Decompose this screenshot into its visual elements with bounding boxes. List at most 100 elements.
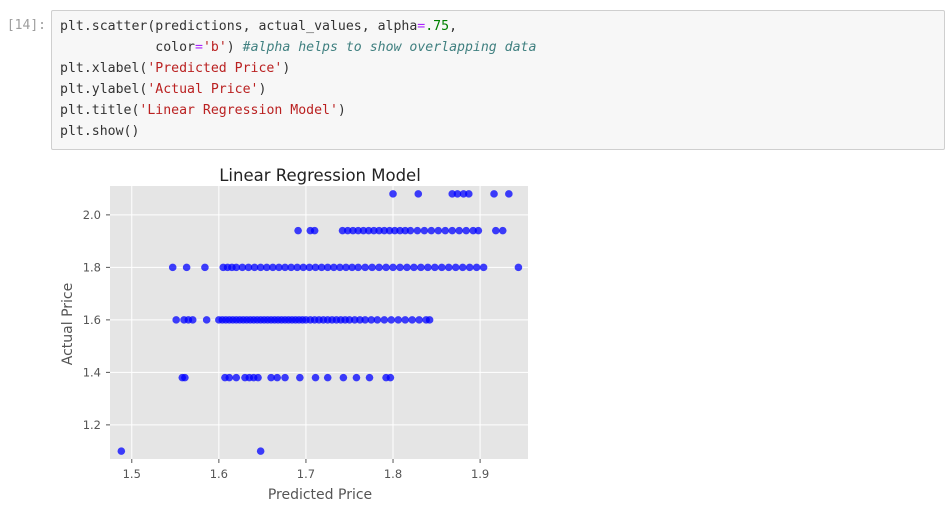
y-tick-label: 1.6 (83, 313, 101, 327)
cell-prompt: [14]: (6, 18, 46, 33)
axis-ticks: 1.5 1.6 1.7 1.8 1.9 1.2 1.4 1.6 1.8 2.0 (83, 208, 490, 481)
x-tick-label: 1.8 (384, 467, 402, 481)
y-tick-label: 1.4 (83, 365, 101, 379)
data-point (275, 263, 283, 272)
data-point (350, 316, 359, 324)
data-point (269, 263, 277, 272)
data-point (389, 190, 397, 198)
data-point (431, 263, 439, 272)
data-point (375, 263, 383, 272)
data-point (389, 263, 397, 272)
data-point (299, 263, 308, 272)
code-line-1: plt.scatter(predictions, actual_values, … (60, 19, 457, 34)
code-cell[interactable]: plt.scatter(predictions, actual_values, … (51, 10, 945, 150)
data-point (250, 263, 259, 272)
data-point (352, 373, 361, 382)
data-point (296, 373, 304, 382)
data-point (453, 190, 462, 198)
data-point (343, 226, 352, 235)
data-point (225, 373, 234, 382)
data-point (474, 226, 483, 235)
data-point (181, 373, 189, 382)
data-point (514, 263, 523, 272)
data-point (455, 226, 464, 235)
data-point (370, 226, 378, 235)
data-point (403, 263, 411, 272)
data-point (339, 373, 348, 382)
data-point (168, 263, 177, 272)
data-point (287, 263, 295, 272)
data-point (434, 226, 443, 235)
data-point (232, 263, 241, 272)
data-point (273, 373, 282, 382)
code-token: 'Predicted Price' (147, 61, 283, 76)
code-line-6: plt.show() (60, 124, 139, 139)
code-token: = (417, 19, 426, 34)
x-axis-label: Predicted Price (268, 487, 372, 503)
data-point (294, 226, 302, 235)
data-point (345, 316, 354, 324)
data-point (182, 263, 191, 272)
data-point (172, 316, 180, 324)
data-point (396, 263, 404, 272)
x-tick-label: 1.7 (297, 467, 315, 481)
data-point (305, 263, 314, 272)
code-token: plt.scatter(predictions, actual_values, … (60, 19, 418, 34)
data-point (188, 316, 197, 324)
data-point (354, 226, 362, 235)
data-point (401, 226, 410, 235)
data-point (348, 263, 356, 272)
data-point (238, 263, 247, 272)
data-point (361, 263, 369, 272)
data-point (293, 263, 302, 272)
x-tick-label: 1.9 (471, 467, 489, 481)
code-token: ) (258, 82, 267, 97)
data-point (361, 316, 369, 324)
code-editor[interactable]: plt.scatter(predictions, actual_values, … (60, 16, 536, 142)
y-axis-label: Actual Price (60, 283, 76, 365)
code-token: 'Actual Price' (147, 82, 259, 97)
y-tick-label: 1.2 (83, 418, 101, 432)
data-point (323, 373, 332, 382)
data-point (256, 263, 265, 272)
data-point (311, 373, 320, 382)
data-point (451, 263, 460, 272)
data-point (406, 226, 415, 235)
code-token: plt.title( (60, 103, 140, 118)
code-comment: #alpha helps to show overlapping data (242, 40, 537, 55)
code-line-5: plt.title('Linear Regression Model') (60, 103, 346, 118)
code-token: plt.ylabel( (60, 82, 148, 97)
data-point (408, 316, 416, 324)
data-point (505, 190, 513, 198)
data-point (359, 226, 368, 235)
data-point (380, 316, 389, 324)
code-token: plt.xlabel( (60, 61, 148, 76)
data-point (410, 263, 418, 272)
code-token: ) (282, 61, 291, 76)
scatter-points (117, 190, 523, 455)
data-point (380, 226, 389, 235)
data-point (365, 373, 374, 382)
data-point (356, 316, 364, 324)
data-point (232, 373, 241, 382)
data-point (437, 263, 446, 272)
code-token: .75 (425, 19, 450, 34)
data-point (413, 226, 422, 235)
data-point (472, 263, 481, 272)
y-tick-label: 1.8 (83, 260, 101, 274)
data-point (281, 263, 289, 272)
data-point (491, 226, 500, 235)
data-point (427, 226, 436, 235)
data-point (336, 263, 344, 272)
data-point (448, 190, 457, 198)
data-point (390, 226, 399, 235)
cell-output: Linear Regression Model 1.5 1.6 1.7 1.8 1.9 1… (0, 152, 947, 512)
data-point (459, 190, 468, 198)
data-point (401, 316, 410, 324)
chart-title: Linear Regression Model (219, 166, 421, 185)
code-line-4: plt.ylabel('Actual Price') (60, 82, 266, 97)
data-point (448, 226, 457, 235)
x-tick-label: 1.6 (210, 467, 228, 481)
data-point (498, 226, 507, 235)
code-token: , (449, 19, 458, 34)
